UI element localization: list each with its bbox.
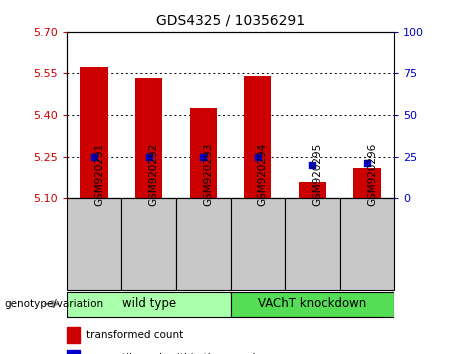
Bar <box>67 327 80 343</box>
Bar <box>285 198 340 290</box>
Text: GSM920292: GSM920292 <box>148 142 159 206</box>
Text: genotype/variation: genotype/variation <box>5 299 104 309</box>
Point <box>145 154 152 159</box>
Bar <box>299 182 326 198</box>
Point <box>200 154 207 159</box>
Bar <box>176 198 230 290</box>
Bar <box>121 198 176 290</box>
Bar <box>230 198 285 290</box>
Text: transformed count: transformed count <box>87 330 184 340</box>
Text: GSM920295: GSM920295 <box>313 142 322 206</box>
Point <box>90 154 98 159</box>
Point <box>254 154 261 159</box>
Bar <box>67 292 230 317</box>
Bar <box>135 78 162 198</box>
Title: GDS4325 / 10356291: GDS4325 / 10356291 <box>156 14 305 28</box>
Bar <box>81 67 108 198</box>
Bar <box>230 292 394 317</box>
Text: GSM920291: GSM920291 <box>94 142 104 206</box>
Text: percentile rank within the sample: percentile rank within the sample <box>87 353 262 354</box>
Point <box>363 160 371 166</box>
Bar <box>353 168 380 198</box>
Bar <box>340 198 394 290</box>
Text: GSM920293: GSM920293 <box>203 142 213 206</box>
Text: wild type: wild type <box>122 297 176 310</box>
Bar <box>67 198 121 290</box>
Point <box>309 162 316 168</box>
Bar <box>244 76 272 198</box>
Text: GSM920294: GSM920294 <box>258 142 268 206</box>
Bar <box>189 108 217 198</box>
Text: VAChT knockdown: VAChT knockdown <box>258 297 366 310</box>
Text: GSM920296: GSM920296 <box>367 142 377 206</box>
Bar <box>67 350 80 354</box>
